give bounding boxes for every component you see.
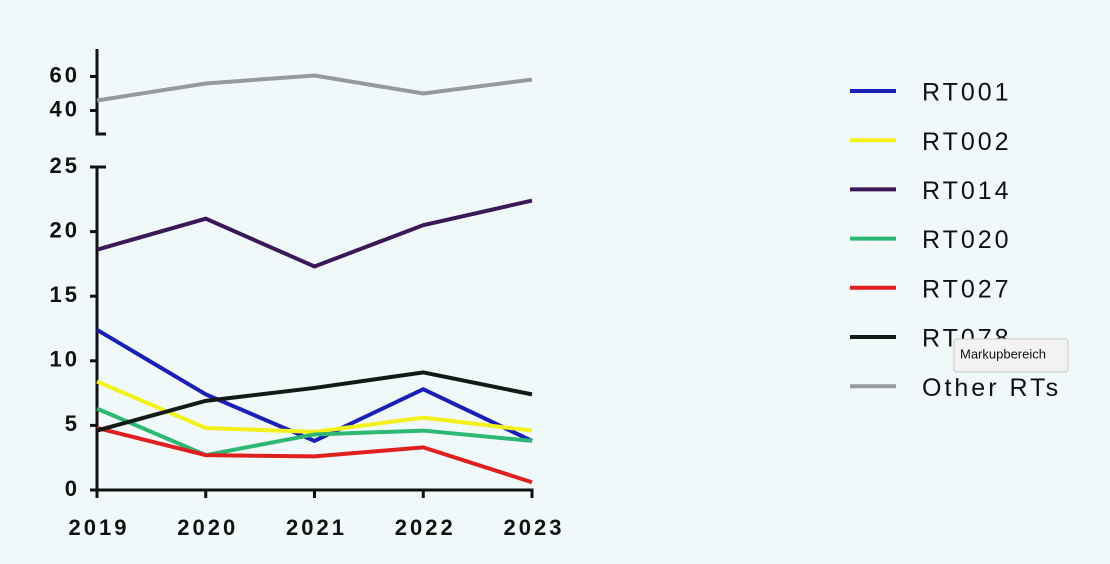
- y2-tick-label: 60: [50, 62, 80, 87]
- legend-label: RT001: [922, 79, 1012, 107]
- x-tick-label: 2020: [177, 515, 238, 540]
- series-line: [96, 426, 533, 485]
- legend-label: RT020: [922, 226, 1012, 254]
- y-tick-label: 5: [65, 411, 80, 436]
- tooltip: Markupbereich: [953, 338, 1069, 373]
- legend-label: Other RTs: [922, 374, 1061, 402]
- y-tick-label: 10: [50, 347, 80, 372]
- series-line: [95, 328, 533, 444]
- x-tick-label: 2021: [286, 515, 347, 540]
- series-line: [96, 370, 533, 433]
- legend-label: RT027: [922, 275, 1012, 303]
- y-tick-label: 25: [50, 153, 80, 178]
- x-tick-label: 2023: [504, 515, 565, 540]
- series-line: [96, 406, 533, 458]
- x-tick-label: 2019: [69, 515, 130, 540]
- series-line: [96, 73, 533, 103]
- legend-label: RT014: [922, 177, 1012, 205]
- series-line: [96, 198, 533, 269]
- y2-tick-label: 40: [50, 96, 80, 121]
- x-tick-label: 2022: [395, 515, 456, 540]
- y-tick-label: 0: [65, 476, 80, 501]
- legend-label: RT002: [922, 128, 1012, 156]
- tooltip-text: Markupbereich: [960, 346, 1046, 361]
- y-tick-label: 15: [50, 282, 80, 307]
- y-tick-label: 20: [50, 217, 80, 242]
- tooltip-box: [953, 338, 1069, 373]
